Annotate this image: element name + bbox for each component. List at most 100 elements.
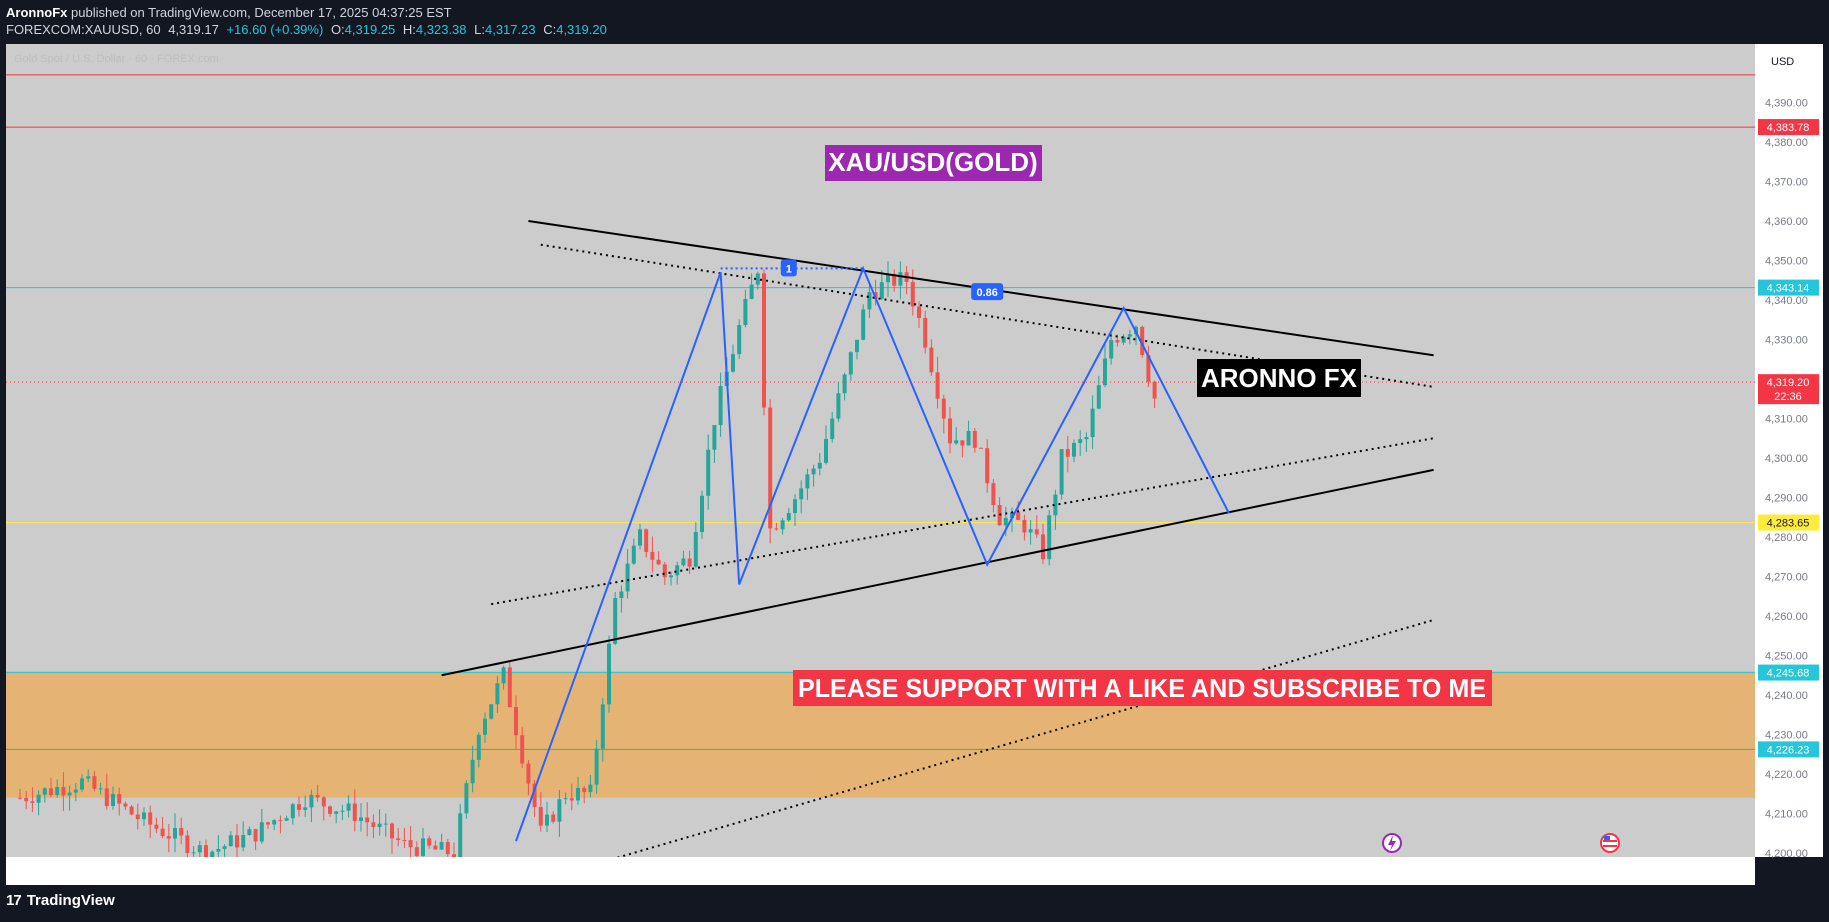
candle-body (693, 531, 698, 567)
candle-body (935, 372, 940, 399)
open-key: O: (330, 22, 345, 37)
candle-body (929, 347, 934, 373)
candle-body (173, 827, 177, 839)
candle-body (582, 788, 587, 793)
y-tick-label: 4,300.00 (1765, 453, 1808, 465)
us-flag-icon[interactable] (1600, 833, 1620, 853)
candle-body (824, 439, 828, 463)
candle-body (228, 835, 233, 847)
candle-body (1152, 381, 1157, 399)
candle-body (297, 804, 301, 810)
candle-body (1084, 437, 1089, 440)
candle-body (1053, 494, 1058, 516)
candle-body (290, 804, 295, 819)
candle-body (222, 846, 227, 849)
candle-body (191, 852, 196, 854)
candle-body (563, 798, 568, 800)
candle-body (396, 838, 401, 841)
candle-body (67, 792, 72, 796)
candle-body (179, 827, 184, 836)
candle-body (1016, 512, 1021, 520)
candle-body (414, 847, 419, 856)
candle-body (328, 806, 332, 814)
y-tick-label: 4,380.00 (1765, 137, 1808, 149)
brand-annotation[interactable]: ARONNO FX (1197, 359, 1361, 397)
symbol-label[interactable]: FOREXCOM:XAUUSD, 60 (6, 22, 161, 37)
candle-body (55, 787, 60, 796)
candles (18, 261, 1157, 879)
author-name[interactable]: AronnoFx (6, 5, 68, 20)
candle-body (836, 393, 841, 419)
time-axis (6, 857, 1755, 885)
title-text: XAU/USD(GOLD) (828, 147, 1037, 177)
price-change: +16.60 (+0.39%) (226, 22, 324, 37)
candle-body (892, 274, 897, 286)
candle-body (495, 683, 500, 705)
candle-body (284, 818, 289, 821)
dotted-trendline (565, 618, 1434, 874)
candle-body (92, 776, 97, 789)
lightning-icon[interactable] (1382, 833, 1402, 853)
published-text: published on TradingView.com, December 1… (71, 5, 452, 20)
candle-body (1078, 439, 1083, 443)
price-tag (1758, 119, 1819, 136)
price-tag-text: 4,245.68 (1767, 668, 1810, 680)
candle-body (142, 812, 146, 820)
y-tick-label: 4,310.00 (1765, 414, 1808, 426)
candle-body (1065, 449, 1070, 457)
candle-body (780, 520, 785, 530)
candle-body (569, 798, 574, 801)
tradingview-footer[interactable]: 17 TradingView (6, 892, 115, 909)
candle-body (687, 558, 692, 567)
price-tag (1758, 374, 1819, 405)
cta-annotation[interactable]: PLEASE SUPPORT WITH A LIKE AND SUBSCRIBE… (793, 670, 1492, 706)
candle-body (768, 407, 773, 529)
candle-body (700, 495, 704, 532)
candle-body (266, 822, 270, 825)
candle-body (433, 845, 438, 850)
price-tag-text: 4,226.23 (1767, 744, 1810, 756)
candle-body (80, 778, 84, 790)
candle-body (1109, 340, 1114, 359)
candle-body (111, 794, 115, 807)
candle-body (545, 814, 549, 826)
candle-body (712, 425, 717, 450)
symbol-watermark: Gold Spot / U.S. Dollar · 60 · FOREX.com (14, 53, 219, 65)
candle-body (148, 812, 153, 825)
candle-body (526, 763, 531, 784)
y-tick-label: 4,250.00 (1765, 651, 1808, 663)
candle-body (1041, 534, 1045, 560)
open-value: 4,319.25 (344, 22, 396, 37)
title-annotation[interactable]: XAU/USD(GOLD) (825, 145, 1042, 181)
y-tick-label: 4,240.00 (1765, 690, 1808, 702)
candle-body (315, 794, 320, 798)
candle-body (898, 272, 903, 286)
candle-body (675, 565, 680, 576)
candle-body (557, 799, 562, 822)
low-value: 4,317.23 (484, 22, 536, 37)
y-tick-label: 4,290.00 (1765, 493, 1808, 505)
price-tag-text: 4,319.20 (1767, 377, 1810, 389)
candle-body (520, 735, 525, 764)
candle-body (917, 306, 921, 318)
candle-body (321, 797, 326, 807)
candle-body (941, 398, 946, 419)
candle-body (855, 339, 859, 353)
fib-markers: 10.86 (780, 259, 1004, 301)
candle-body (600, 704, 605, 749)
candle-body (458, 813, 463, 859)
candle-body (848, 352, 853, 375)
candle-body (129, 806, 134, 815)
candle-body (638, 529, 642, 546)
candle-body (625, 563, 630, 592)
candle-body (706, 449, 711, 496)
candle-body (303, 807, 308, 810)
price-axis[interactable] (1755, 44, 1823, 857)
candle-body (1034, 529, 1039, 535)
candle-body (538, 807, 543, 826)
candle-body (421, 838, 425, 856)
candle-body (514, 707, 518, 736)
candle-body (346, 803, 351, 811)
high-key: H: (402, 22, 416, 37)
